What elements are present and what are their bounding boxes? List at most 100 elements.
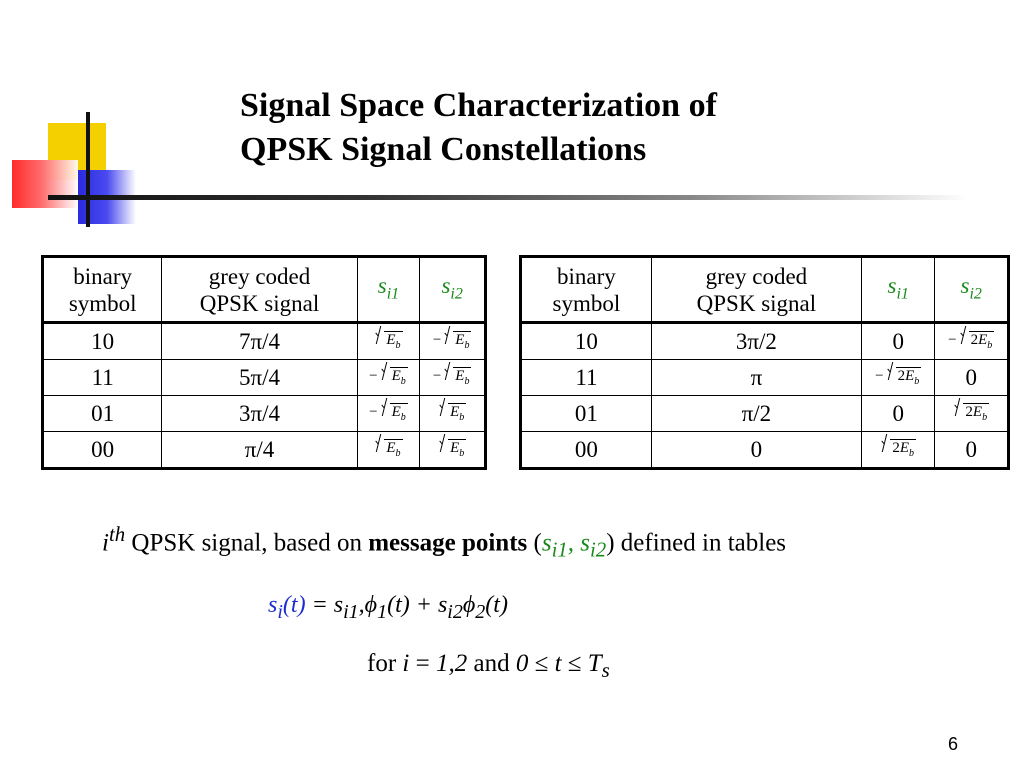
cell-si1: 2Eb (860, 431, 936, 469)
eq-part: s (333, 592, 344, 618)
cell-symbol: 01 (520, 395, 652, 432)
title-line-1: Signal Space Characterization of (240, 87, 717, 124)
math-coef: 2 (892, 440, 900, 456)
header-binary-symbol: binary symbol (41, 256, 163, 324)
minus-sign: − (369, 368, 378, 384)
cell-si2: Eb (419, 431, 486, 469)
eq-part: = (305, 592, 334, 618)
cell-signal: 3π/2 (650, 322, 862, 360)
math-text: E (899, 440, 910, 456)
cell-si2: −2Eb (934, 322, 1009, 360)
table-row: 00 π/4 Eb Eb (41, 431, 486, 469)
cond-part: ≤ (561, 650, 588, 677)
header-sub: i1 (386, 285, 400, 303)
cell-si2: 0 (934, 359, 1009, 396)
cell-symbol: 10 (520, 322, 652, 360)
eq-part: , (358, 592, 365, 618)
cell-signal: π (650, 359, 862, 396)
cell-si2: 0 (934, 431, 1009, 469)
table-row: 10 7π/4 Eb − Eb (41, 322, 486, 360)
math-text: b (400, 376, 406, 387)
vertical-rule (86, 112, 90, 227)
caption-s: s (580, 529, 591, 557)
eq-part: s (268, 592, 278, 618)
cell-symbol: 11 (41, 359, 163, 396)
minus-sign: − (948, 332, 957, 348)
math-text: E (455, 368, 465, 384)
eq-part: (t) (485, 592, 508, 618)
page-number: 6 (948, 734, 959, 754)
math-text: E (386, 440, 396, 456)
header-si2: si2 (419, 256, 486, 324)
horizontal-rule (48, 195, 968, 200)
eq-part: (t) (282, 592, 306, 618)
qpsk-table-right: binary symbol grey coded QPSK signal si1… (519, 255, 1010, 470)
math-text: b (395, 340, 401, 351)
eq-part: s (437, 592, 448, 618)
table-row: 10 3π/2 0 −2Eb (520, 322, 1009, 360)
math-text: E (450, 404, 460, 420)
cell-si2: 2Eb (934, 395, 1009, 432)
red-square (12, 160, 78, 208)
caption-bold: message points (368, 529, 528, 557)
cell-si1: −2Eb (860, 359, 936, 396)
math-coef: 2 (897, 368, 906, 384)
cond-part: 1,2 (435, 650, 468, 677)
table-row: 00 0 2Eb 0 (520, 431, 1009, 469)
table-row: 01 π/2 0 2Eb (520, 395, 1009, 432)
eq-part: ϕ (462, 592, 476, 618)
math-text: E (450, 440, 460, 456)
math-text: E (386, 332, 396, 348)
cell-si1: 0 (860, 322, 936, 360)
slide-title: Signal Space Characterization of QPSK Si… (240, 84, 880, 172)
cell-si1: 0 (860, 395, 936, 432)
math-coef: 2 (965, 404, 973, 420)
caption-th: th (108, 522, 126, 546)
header-text: s (887, 272, 897, 298)
header-text: binary (73, 263, 133, 289)
eq-sub: 2 (475, 600, 486, 623)
cell-symbol: 00 (41, 431, 163, 469)
header-si2: si2 (934, 256, 1009, 324)
table-header-row: binary symbol grey coded QPSK signal si1… (520, 256, 1009, 324)
math-text: b (464, 376, 470, 387)
cell-signal: 3π/4 (161, 395, 358, 432)
math-text: E (455, 332, 465, 348)
header-text: s (377, 272, 387, 298)
math-text: E (905, 368, 915, 384)
cond-part: for (367, 650, 403, 677)
header-text: QPSK signal (696, 290, 817, 316)
header-binary-symbol: binary symbol (520, 256, 652, 324)
minus-sign: − (432, 368, 442, 384)
cond-part: T (587, 650, 602, 677)
header-qpsk-signal: grey coded QPSK signal (161, 256, 358, 324)
math-text: b (914, 376, 920, 387)
table-row: 01 3π/4 − Eb Eb (41, 395, 486, 432)
math-text: E (972, 404, 983, 420)
cell-si1: − Eb (356, 359, 421, 396)
header-si1: si1 (356, 256, 421, 324)
cond-part: t (554, 650, 562, 677)
header-text: binary (557, 263, 616, 289)
cond-part: and (467, 650, 516, 677)
header-qpsk-signal: grey coded QPSK signal (650, 256, 862, 324)
minus-sign: − (369, 404, 378, 420)
header-text: grey coded (208, 263, 311, 289)
qpsk-table-left: binary symbol grey coded QPSK signal si1… (41, 255, 487, 470)
math-text: E (391, 368, 401, 384)
caption-s: s (541, 529, 552, 557)
header-text: s (441, 272, 451, 298)
eq-part: ϕ (364, 592, 378, 618)
cond-part: = (409, 650, 436, 677)
table-row: 11 π −2Eb 0 (520, 359, 1009, 396)
cell-symbol: 00 (520, 431, 652, 469)
cond-sub: s (601, 658, 610, 682)
condition-text: for i = 1,2 and 0 ≤ t ≤ Ts (367, 650, 610, 683)
caption-comma: , (567, 529, 581, 557)
header-text: grey coded (705, 263, 808, 289)
math-text: b (459, 448, 465, 459)
header-text: s (960, 272, 970, 298)
eq-sub: 1 (377, 600, 388, 623)
cell-si2: − Eb (419, 359, 486, 396)
cond-part: 0 (515, 650, 529, 677)
